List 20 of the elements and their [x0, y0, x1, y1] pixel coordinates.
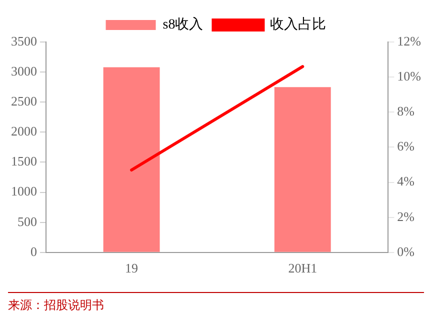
y2-tick-label: 8% — [397, 104, 415, 119]
legend-label: s8收入 — [162, 16, 204, 33]
y-tick-label: 3500 — [11, 33, 37, 48]
legend-label: 收入占比 — [270, 16, 326, 33]
y2-tick-label: 12% — [397, 33, 422, 48]
y-tick-label: 0 — [30, 244, 37, 259]
x-tick-label: 19 — [125, 260, 138, 276]
y2-tick-label: 2% — [397, 208, 415, 224]
y-tick-label: 1000 — [11, 184, 37, 199]
y-tick-label: 2000 — [11, 124, 37, 139]
y2-tick-label: 4% — [397, 174, 415, 189]
y-tick-label: 500 — [18, 214, 37, 229]
y-tick-label: 2500 — [11, 94, 37, 109]
y2-tick-label: 0% — [397, 244, 415, 259]
x-tick-label: 20H1 — [288, 260, 318, 276]
source-note: 来源：招股说明书 — [8, 292, 424, 314]
y2-tick-label: 10% — [397, 68, 422, 84]
y-tick-label: 3000 — [11, 63, 37, 78]
y-tick-label: 1500 — [11, 154, 37, 169]
y2-tick-label: 6% — [397, 138, 415, 154]
